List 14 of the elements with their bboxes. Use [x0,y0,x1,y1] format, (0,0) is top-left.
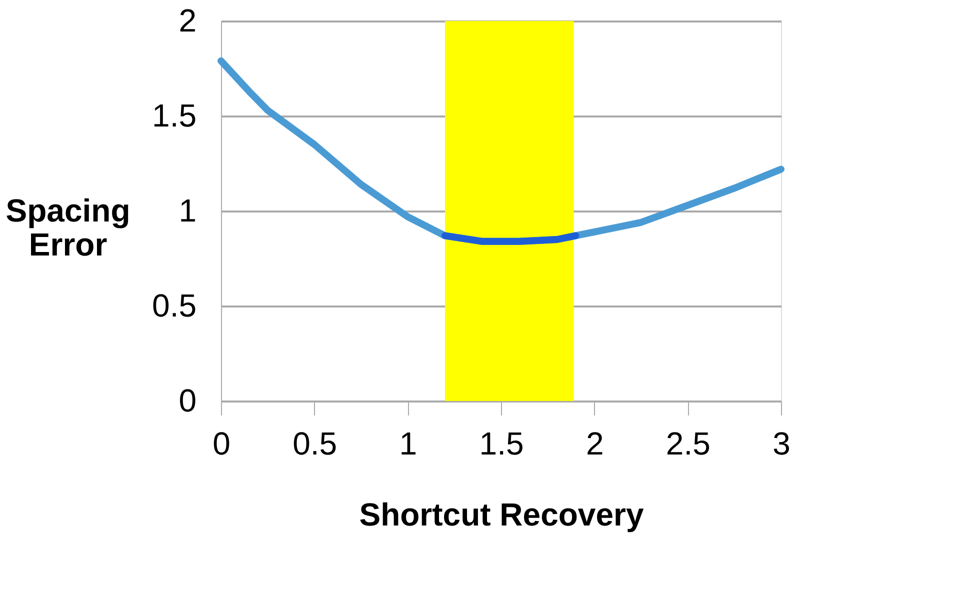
y-tick-label: 2 [178,2,196,38]
y-tick-label: 1.5 [152,98,196,134]
y-tick-label: 1 [178,192,196,228]
y-axis-title: Spacing Error [6,192,130,262]
x-tick-label: 0 [212,426,230,462]
x-axis-title: Shortcut Recovery [359,496,644,532]
x-tick-label: 1.5 [479,426,524,462]
x-tick-label: 2 [586,426,604,462]
x-tick-label: 1 [399,426,418,462]
x-tick-label: 2.5 [666,426,710,462]
x-tick-label: 0.5 [292,426,338,462]
y-tick-label: 0 [178,382,196,418]
x-tick-label: 3 [772,426,790,462]
y-tick-label: 0.5 [152,288,196,324]
